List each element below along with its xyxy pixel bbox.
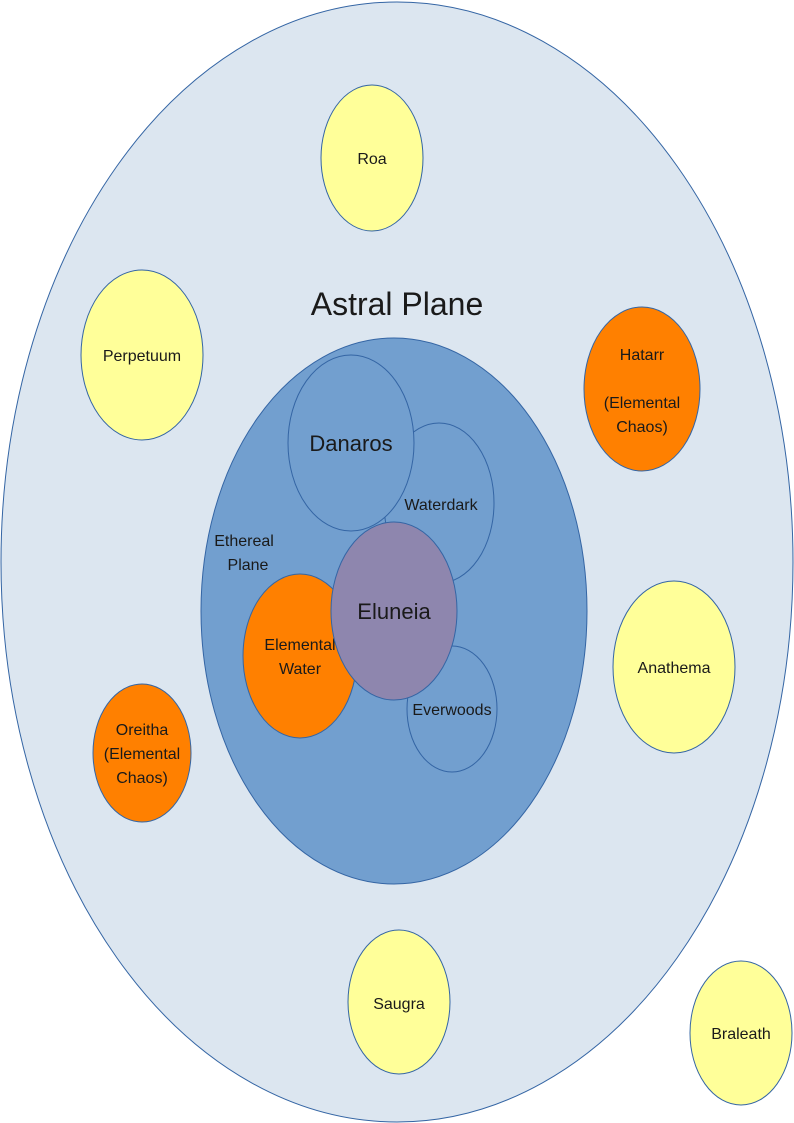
- hatarr-label-line1: Hatarr: [620, 347, 665, 364]
- braleath-circle: [689, 960, 793, 1106]
- saugra-circle: [347, 929, 451, 1075]
- danaros-label: Danaros: [309, 431, 392, 456]
- eluneia-label: Eluneia: [357, 599, 431, 624]
- hatarr-circle: [583, 306, 701, 472]
- hatarr-label-line3: Chaos): [616, 419, 668, 436]
- oreitha-label-line2: (Elemental: [104, 746, 180, 763]
- anathema-circle: [612, 580, 736, 754]
- elemental-water-label-line2: Water: [279, 661, 322, 678]
- everwoods-label: Everwoods: [412, 702, 491, 719]
- astral-plane-title: Astral Plane: [311, 286, 484, 322]
- perpetuum-label: Perpetuum: [103, 348, 181, 365]
- elemental-water-label-line1: Elemental: [264, 637, 335, 654]
- anathema-label: Anathema: [638, 660, 711, 677]
- roa-circle: [320, 84, 424, 232]
- saugra-label: Saugra: [373, 996, 425, 1013]
- waterdark-label: Waterdark: [404, 497, 478, 514]
- roa-label: Roa: [357, 151, 386, 168]
- oreitha-label-line3: Chaos): [116, 770, 168, 787]
- danaros-circle: [287, 354, 415, 532]
- ethereal-plane-label-line2: Plane: [228, 557, 269, 574]
- oreitha-label-line1: Oreitha: [116, 722, 169, 739]
- hatarr-label-line2: (Elemental: [604, 395, 680, 412]
- eluneia-circle: [330, 521, 458, 701]
- ethereal-plane-label-line1: Ethereal: [214, 533, 274, 550]
- braleath-label: Braleath: [711, 1026, 771, 1043]
- perpetuum-circle: [80, 269, 204, 441]
- oreitha-circle: [92, 683, 192, 823]
